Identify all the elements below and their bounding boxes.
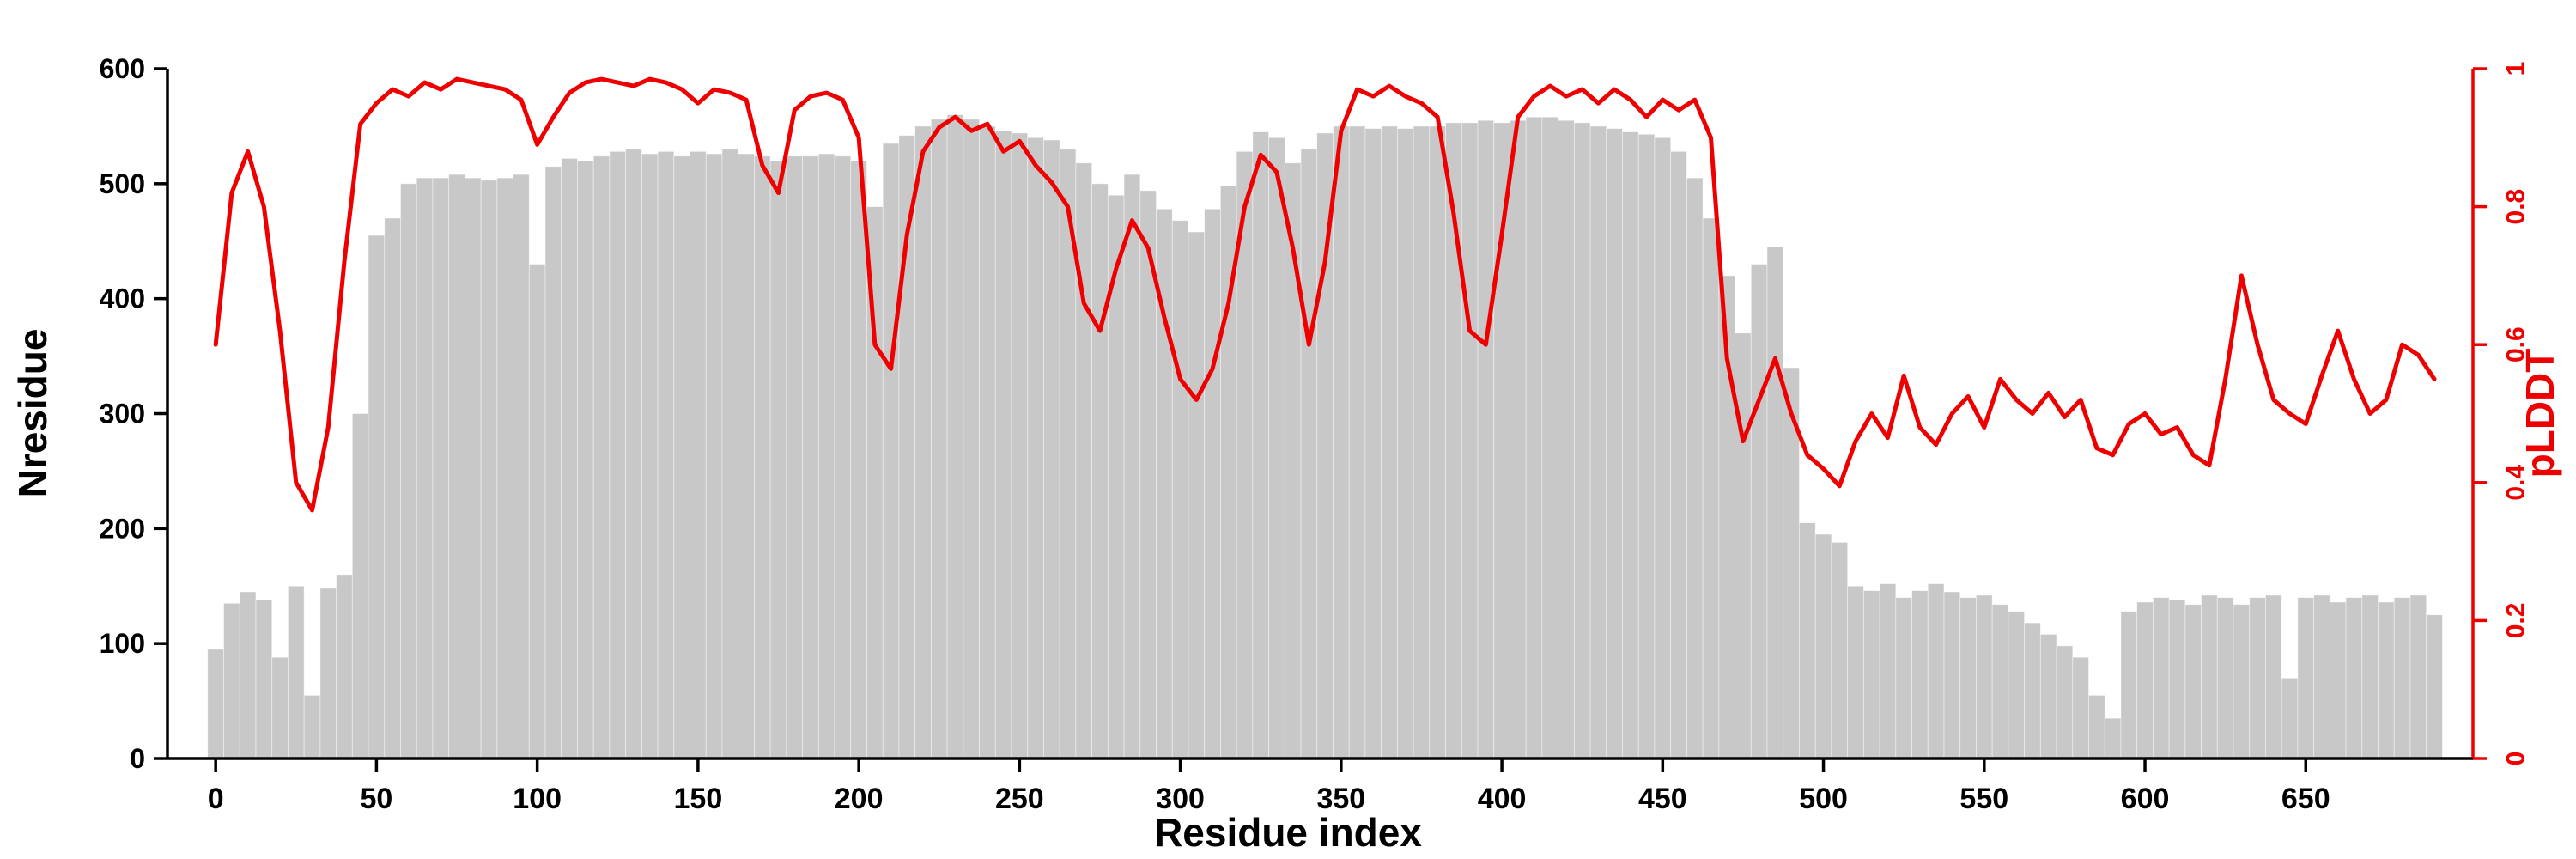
svg-text:300: 300 — [100, 399, 145, 430]
svg-text:600: 600 — [2121, 783, 2170, 815]
svg-text:0.2: 0.2 — [2502, 603, 2530, 639]
svg-text:0: 0 — [130, 743, 145, 774]
svg-text:250: 250 — [995, 783, 1044, 815]
svg-text:550: 550 — [1959, 783, 2008, 815]
svg-text:0: 0 — [2502, 752, 2530, 766]
svg-text:0: 0 — [208, 783, 224, 815]
svg-text:50: 50 — [360, 783, 392, 815]
svg-text:0.6: 0.6 — [2502, 326, 2530, 362]
svg-text:650: 650 — [2281, 783, 2330, 815]
svg-text:500: 500 — [1799, 783, 1848, 815]
svg-text:100: 100 — [513, 783, 562, 815]
y-axis-title-left: Nresidue — [10, 328, 55, 498]
svg-text:100: 100 — [100, 628, 145, 659]
x-axis-title: Residue index — [1154, 810, 1422, 855]
svg-text:200: 200 — [835, 783, 884, 815]
svg-text:450: 450 — [1638, 783, 1687, 815]
svg-text:200: 200 — [100, 513, 145, 544]
y-axis-title-right: pLDDT — [2518, 348, 2562, 478]
svg-text:0.8: 0.8 — [2502, 189, 2530, 225]
svg-text:500: 500 — [100, 168, 145, 199]
svg-text:350: 350 — [1316, 783, 1365, 815]
svg-text:400: 400 — [100, 283, 145, 314]
svg-text:1: 1 — [2502, 62, 2530, 76]
svg-text:600: 600 — [100, 53, 145, 84]
svg-text:150: 150 — [674, 783, 723, 815]
svg-text:0.4: 0.4 — [2502, 465, 2530, 501]
svg-text:400: 400 — [1478, 783, 1527, 815]
svg-text:300: 300 — [1156, 783, 1205, 815]
